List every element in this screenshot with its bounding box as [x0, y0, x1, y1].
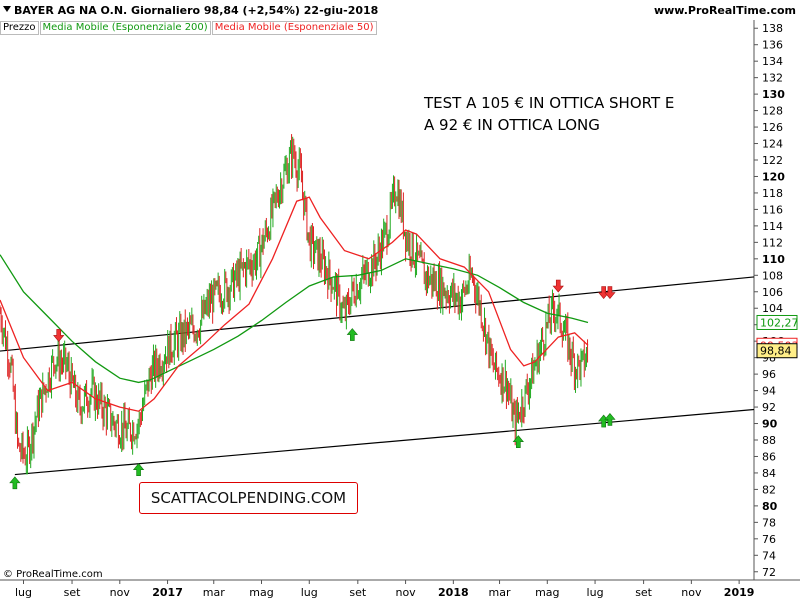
price-label: 102,27: [760, 316, 799, 329]
y-tick-label: 108: [762, 269, 783, 282]
y-tick-label: 84: [762, 467, 776, 480]
watermark: © ProRealTime.com: [3, 569, 103, 580]
x-tick-label: nov: [395, 586, 416, 599]
ema200-line: [0, 254, 589, 384]
instrument-title: BAYER AG NA O.N. Giornaliero 98,84 (+2,5…: [14, 4, 379, 17]
y-tick-label: 88: [762, 434, 776, 447]
legend-ema200[interactable]: Media Mobile (Esponenziale 200): [39, 21, 211, 35]
y-tick-label: 112: [762, 236, 783, 249]
y-tick-label: 74: [762, 549, 776, 562]
y-tick-label: 138: [762, 22, 783, 35]
price-candles: [0, 134, 589, 475]
y-tick-label: 118: [762, 187, 783, 200]
y-tick-label: 72: [762, 566, 776, 579]
x-tick-label: mar: [203, 586, 225, 599]
x-tick-label: set: [635, 586, 652, 599]
buy-signal-arrow: [346, 328, 358, 341]
x-tick-label: mag: [249, 586, 273, 599]
trade-annotation: TEST A 105 € IN OTTICA SHORT E A 92 € IN…: [424, 92, 674, 136]
y-tick-label: 86: [762, 450, 776, 463]
buy-signal-arrow: [9, 476, 21, 490]
y-tick-label: 126: [762, 121, 783, 134]
x-tick-label: lug: [15, 586, 32, 599]
y-tick-label: 96: [762, 368, 776, 381]
trendline-upper: [0, 276, 755, 352]
y-tick-label: 90: [762, 418, 778, 431]
y-tick-label: 106: [762, 286, 783, 299]
promo-box: SCATTACOLPENDING.COM: [139, 482, 358, 514]
price-label: 98,84: [760, 345, 792, 358]
x-tick-label: lug: [587, 586, 604, 599]
x-tick-label: nov: [110, 586, 131, 599]
annotation-line-1: TEST A 105 € IN OTTICA SHORT E: [424, 94, 675, 112]
x-tick-label: mar: [489, 586, 511, 599]
menu-triangle-icon[interactable]: [3, 6, 11, 12]
sell-signal-arrow: [604, 286, 616, 300]
buy-signal-arrow: [604, 412, 616, 426]
legend-price[interactable]: Prezzo: [0, 21, 39, 35]
x-tick-label: mag: [535, 586, 559, 599]
buy-signal-arrow: [132, 463, 145, 476]
y-tick-label: 122: [762, 154, 783, 167]
y-tick-label: 104: [762, 302, 783, 315]
price-label-box: [756, 314, 798, 330]
y-tick-label: 114: [762, 220, 783, 233]
x-tick-label: 2019: [724, 586, 755, 599]
trendline-lower: [14, 408, 755, 476]
y-tick-label: 136: [762, 39, 783, 52]
sell-signal-arrow: [53, 329, 65, 342]
y-tick-label: 124: [762, 138, 783, 151]
x-tick-label: nov: [681, 586, 702, 599]
x-tick-label: set: [349, 586, 366, 599]
x-tick-label: 2017: [152, 586, 183, 599]
y-tick-label: 116: [762, 203, 783, 216]
chart-header: BAYER AG NA O.N. Giornaliero 98,84 (+2,5…: [0, 0, 800, 20]
ema50-line: [0, 196, 589, 412]
x-tick-label: lug: [301, 586, 318, 599]
y-tick-label: 120: [762, 170, 785, 183]
y-tick-label: 92: [762, 401, 776, 414]
y-tick-label: 132: [762, 72, 783, 85]
y-tick-label: 82: [762, 483, 776, 496]
y-tick-label: 128: [762, 105, 783, 118]
annotation-line-2: A 92 € IN OTTICA LONG: [424, 116, 600, 134]
buy-signal-arrow: [512, 435, 524, 448]
x-tick-label: set: [64, 586, 81, 599]
legend-ema50[interactable]: Media Mobile (Esponenziale 50): [211, 21, 377, 35]
y-tick-label: 78: [762, 516, 776, 529]
x-tick-label: 2018: [438, 586, 469, 599]
y-tick-label: 130: [762, 88, 785, 101]
y-tick-label: 80: [762, 500, 778, 513]
y-tick-label: 134: [762, 55, 783, 68]
y-tick-label: 76: [762, 533, 776, 546]
sell-signal-arrow: [552, 279, 564, 293]
y-tick-label: 110: [762, 253, 785, 266]
site-name: www.ProRealTime.com: [653, 4, 796, 17]
price-label-box: [756, 343, 798, 359]
indicator-legend: Prezzo Media Mobile (Esponenziale 200) M…: [0, 21, 378, 35]
y-tick-label: 94: [762, 385, 776, 398]
